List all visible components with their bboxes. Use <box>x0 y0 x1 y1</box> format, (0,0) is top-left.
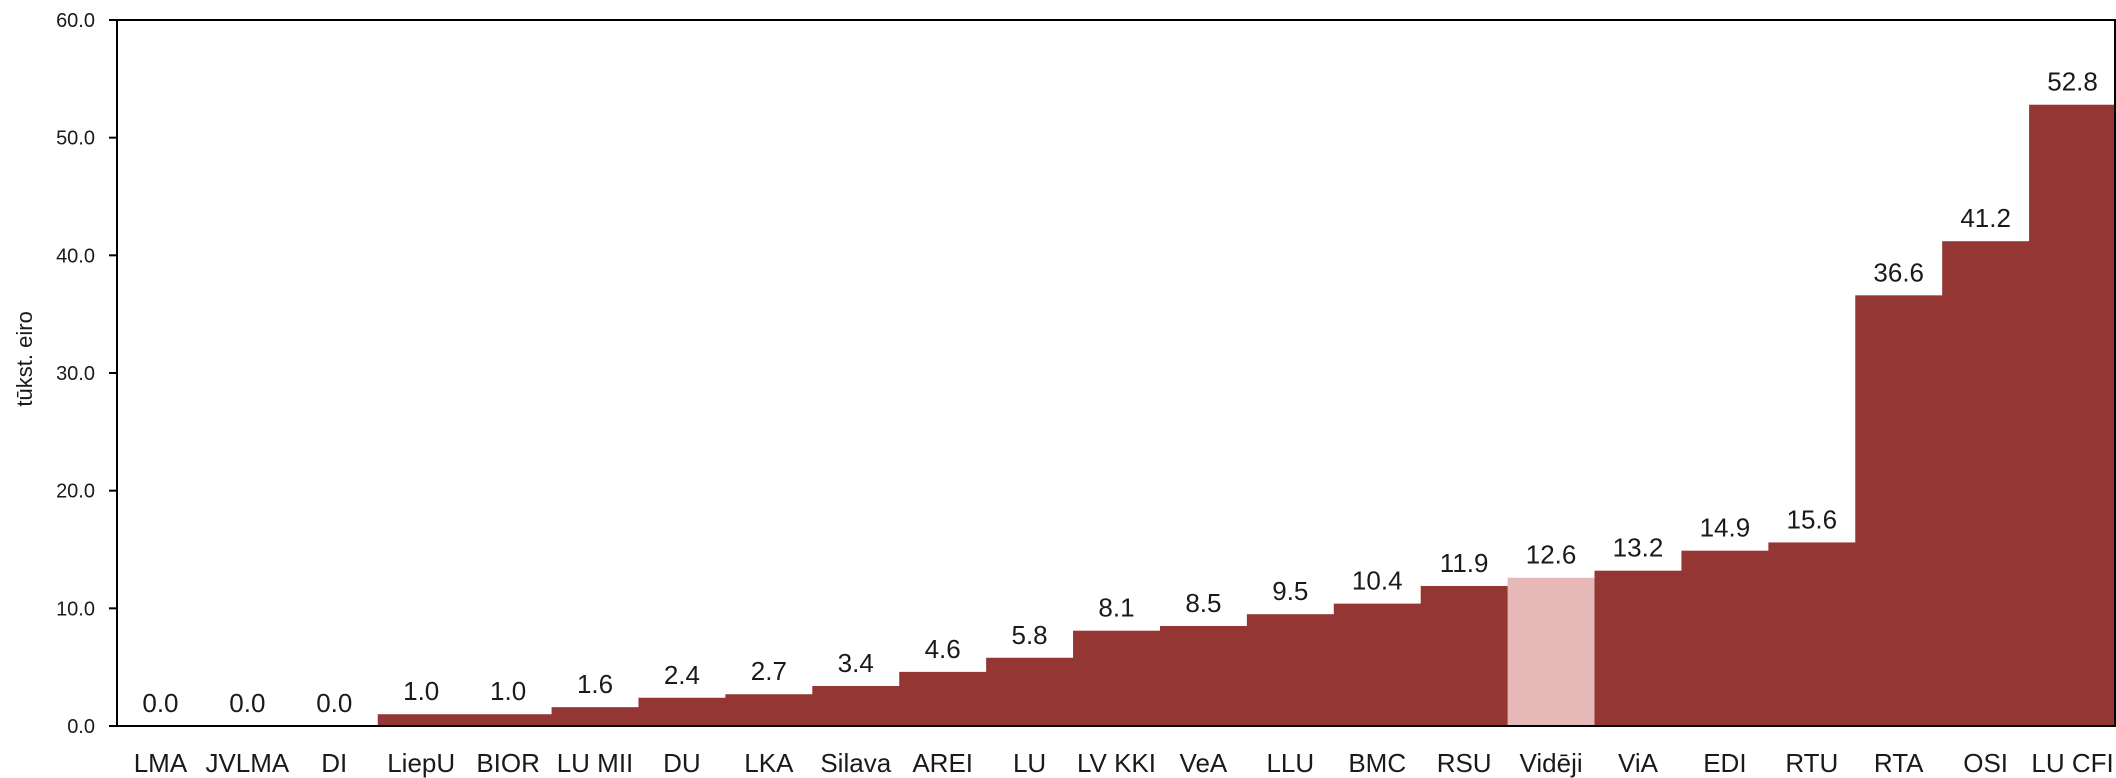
data-label: 8.5 <box>1185 588 1221 618</box>
category-label: DI <box>321 748 347 778</box>
category-label: RSU <box>1437 748 1492 778</box>
data-label: 2.7 <box>751 656 787 686</box>
data-label: 3.4 <box>838 648 874 678</box>
y-tick-label: 20.0 <box>56 481 95 503</box>
data-label: 15.6 <box>1786 504 1837 534</box>
data-label: 9.5 <box>1272 576 1308 606</box>
y-tick-label: 40.0 <box>56 245 95 267</box>
data-label: 10.4 <box>1352 566 1403 596</box>
bar <box>1073 631 1160 726</box>
bar <box>552 707 639 726</box>
bar <box>1942 241 2029 726</box>
category-label: RTA <box>1874 748 1924 778</box>
category-label: BMC <box>1348 748 1406 778</box>
category-label: LiepU <box>387 748 455 778</box>
bar <box>725 694 812 726</box>
y-tick-label: 50.0 <box>56 128 95 150</box>
data-label: 0.0 <box>142 688 178 718</box>
category-label: LV KKI <box>1077 748 1156 778</box>
category-labels: LMA JVLMA DI LiepU BIOR LU MII DU LKA Silava AREI… <box>134 748 2114 778</box>
data-label: 13.2 <box>1613 533 1664 563</box>
data-label: 0.0 <box>229 688 265 718</box>
bar <box>1421 586 1508 726</box>
data-label: 14.9 <box>1700 513 1751 543</box>
bar <box>465 714 552 726</box>
bar <box>1334 604 1421 726</box>
y-axis-ticks: 0.0 10.0 20.0 30.0 40.0 50.0 60.0 <box>56 10 117 738</box>
category-label: JVLMA <box>205 748 289 778</box>
data-label: 8.1 <box>1098 593 1134 623</box>
data-label: 41.2 <box>1960 203 2011 233</box>
category-label: BIOR <box>476 748 540 778</box>
category-label: LU CFI <box>2031 748 2113 778</box>
data-label: 11.9 <box>1440 548 1489 578</box>
bars <box>378 105 2116 726</box>
category-label: VeA <box>1180 748 1228 778</box>
category-label: Silava <box>820 748 891 778</box>
category-label: LLU <box>1266 748 1314 778</box>
bar <box>812 686 899 726</box>
bar <box>986 658 1073 726</box>
data-label: 52.8 <box>2047 67 2098 97</box>
bar <box>1595 571 1682 726</box>
data-label: 1.0 <box>403 676 439 706</box>
category-label: OSI <box>1963 748 2008 778</box>
bar <box>899 672 986 726</box>
bar <box>1768 542 1855 726</box>
category-label: Vidēji <box>1520 748 1583 778</box>
data-label: 4.6 <box>925 634 961 664</box>
bar <box>1160 626 1247 726</box>
bar <box>1681 551 1768 726</box>
category-label: LU <box>1013 748 1046 778</box>
category-label: RTU <box>1785 748 1838 778</box>
category-label: LMA <box>134 748 188 778</box>
data-label: 5.8 <box>1012 620 1048 650</box>
data-label: 0.0 <box>316 688 352 718</box>
bar <box>378 714 465 726</box>
category-label: DU <box>663 748 701 778</box>
y-tick-label: 0.0 <box>67 716 95 738</box>
data-label: 36.6 <box>1873 257 1924 287</box>
category-label: ViA <box>1618 748 1659 778</box>
bar <box>638 698 725 726</box>
y-tick-label: 30.0 <box>56 363 95 385</box>
data-label: 12.6 <box>1526 540 1577 570</box>
category-label: AREI <box>912 748 973 778</box>
y-axis-title: tūkst. eiro <box>12 311 37 406</box>
data-label: 1.6 <box>577 669 613 699</box>
bar <box>1855 295 1942 726</box>
category-label: LKA <box>744 748 794 778</box>
y-tick-label: 60.0 <box>56 10 95 32</box>
bar <box>2029 105 2116 726</box>
category-label: EDI <box>1703 748 1746 778</box>
y-tick-label: 10.0 <box>56 598 95 620</box>
data-label: 1.0 <box>490 676 526 706</box>
bar <box>1508 578 1595 726</box>
data-label: 2.4 <box>664 660 700 690</box>
category-label: LU MII <box>557 748 634 778</box>
bar <box>1247 614 1334 726</box>
